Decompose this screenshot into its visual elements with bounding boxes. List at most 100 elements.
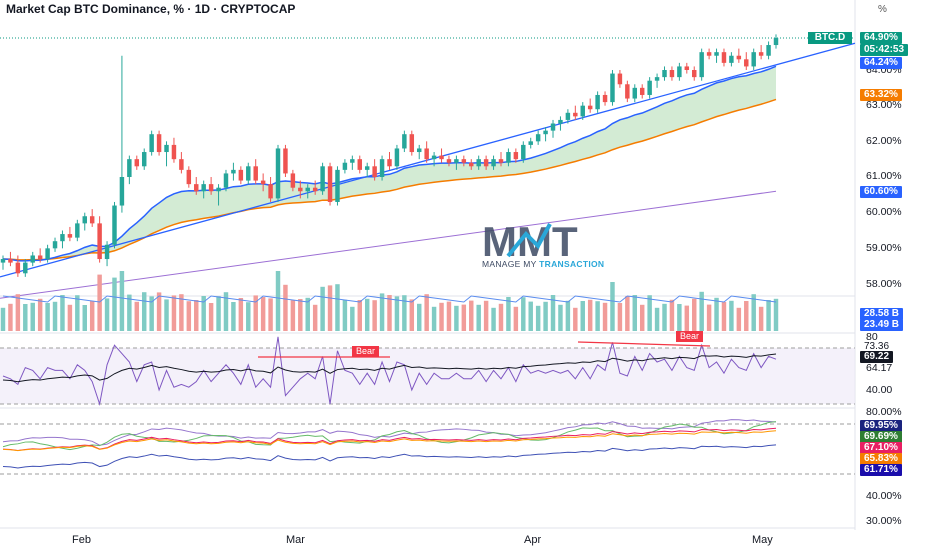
osc-line [2, 421, 777, 451]
candle-body [565, 112, 571, 120]
volume-bar [164, 299, 169, 331]
candle-body [253, 166, 258, 181]
candle-body [67, 234, 73, 238]
volume-bar [75, 295, 80, 331]
volume-bar [127, 294, 132, 331]
volume-bar [639, 304, 645, 331]
volume-bar [342, 299, 348, 331]
candle-body [535, 134, 541, 142]
volume-bar [677, 304, 682, 331]
volume-bar [134, 301, 140, 331]
candle-body [112, 205, 117, 245]
volume-bar [372, 300, 377, 331]
candle-body [766, 45, 771, 56]
osc-tick: 40.00% [866, 490, 902, 502]
volume-bar [417, 303, 422, 331]
osc-tag: 69.95% [860, 420, 902, 432]
candle-body [417, 148, 422, 153]
volume-bar [699, 291, 704, 331]
bear-divergence-label: Bear [352, 346, 380, 357]
volume-bar [736, 307, 742, 331]
bear-divergence-line [577, 341, 711, 347]
ema-cloud [3, 66, 776, 261]
volume-bar [52, 301, 58, 331]
trendline [0, 42, 856, 278]
candle-body [595, 94, 600, 110]
countdown-tag: 05:42:53 [860, 44, 909, 56]
candle-body [164, 144, 169, 153]
volume-bar [706, 304, 712, 331]
candle-body [238, 169, 244, 181]
candle-body [0, 259, 6, 263]
volume-bar [194, 300, 199, 331]
candle-body [127, 159, 132, 177]
candle-body [260, 180, 266, 185]
candle-body [610, 73, 615, 103]
candle-body [513, 152, 519, 160]
volume-bar [766, 300, 771, 331]
volume-bar [298, 299, 303, 331]
ema-slow-line [2, 98, 777, 261]
rsi-tag: 73.36 [860, 341, 894, 353]
volume-bar [714, 297, 719, 331]
volume-bar [268, 298, 273, 331]
symbol-tag: BTC.D [808, 32, 852, 44]
volume-bar [573, 307, 578, 331]
volume-bar [327, 285, 333, 331]
volume-bar [625, 296, 630, 331]
candle-body [647, 80, 652, 95]
ema-slow-tag: 63.32% [860, 89, 902, 101]
volume-bar [350, 306, 355, 331]
volume-bar [335, 284, 340, 331]
x-tick: May [752, 534, 773, 546]
candle-body [773, 37, 779, 46]
volume-bar [424, 294, 429, 331]
volume-bar [394, 296, 400, 331]
volume-tag: 28.58 B [860, 308, 904, 320]
candle-body [506, 152, 511, 163]
volume-bar [208, 303, 214, 331]
candle-body [290, 173, 296, 188]
candle-body [409, 134, 415, 153]
volume-bar [104, 298, 110, 331]
volume-bar [535, 305, 541, 331]
volume-bar [446, 301, 452, 331]
candle-body [558, 119, 563, 124]
volume-bar [156, 292, 162, 331]
y-tick: 60.00% [866, 206, 902, 218]
logo-subtitle: MANAGE MY TRANSACTION [482, 259, 604, 269]
volume-bar [632, 295, 638, 331]
candle-body [342, 162, 348, 170]
volume-tag: 23.49 B [860, 319, 904, 331]
candle-body [528, 141, 533, 145]
candle-body [134, 159, 140, 167]
volume-bar [461, 304, 467, 331]
candle-body [201, 184, 206, 192]
volume-bar [595, 301, 600, 331]
volume-bar [82, 305, 87, 331]
volume-bar [379, 293, 385, 331]
volume-bar [223, 292, 229, 331]
candle-body [312, 187, 318, 192]
candle-body [684, 66, 690, 70]
volume-bar [692, 298, 697, 331]
volume-bar [8, 303, 13, 331]
candle-body [350, 159, 355, 163]
candle-body [602, 94, 608, 103]
volume-bar [30, 302, 35, 331]
osc-tag: 69.69% [860, 431, 902, 443]
volume-bar [0, 307, 6, 331]
candle-body [379, 159, 385, 177]
osc-tag: 65.83% [860, 453, 902, 465]
candle-body [327, 166, 333, 202]
candle-body [461, 159, 467, 163]
candle-body [744, 59, 749, 67]
candle-body [431, 155, 437, 160]
candle-body [268, 184, 273, 199]
volume-bar [15, 294, 21, 331]
volume-bar [201, 296, 206, 331]
candle-body [45, 248, 50, 260]
candle-body [216, 187, 221, 192]
